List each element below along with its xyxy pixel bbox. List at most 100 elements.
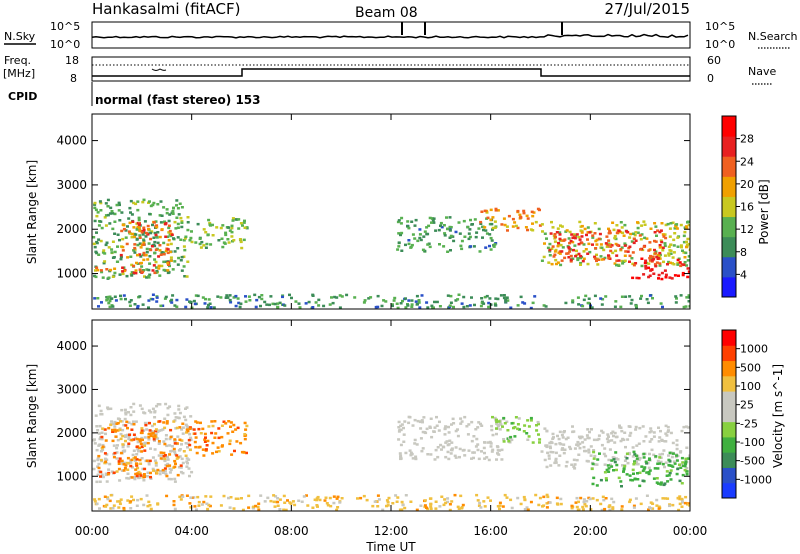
power-cell — [594, 239, 598, 243]
velocity-cell — [397, 426, 401, 429]
velocity-cell — [115, 446, 119, 450]
velocity-cell — [186, 442, 190, 445]
power-cell — [563, 238, 567, 241]
power-cell — [653, 263, 657, 266]
power-cell — [331, 301, 335, 305]
velocity-cell — [663, 482, 667, 485]
power-cell — [184, 235, 188, 238]
velocity-cell — [210, 420, 214, 423]
power-cell — [224, 296, 228, 299]
velocity-cell — [688, 504, 690, 507]
velocity-cell — [115, 457, 119, 460]
power-cell — [100, 270, 104, 274]
velocity-cell — [548, 445, 552, 448]
power-cell — [104, 214, 108, 217]
power-cell — [621, 262, 625, 265]
velocity-cell — [472, 451, 476, 454]
velocity-cell — [578, 436, 582, 440]
velocity-cell — [610, 432, 614, 435]
velocity-cell — [667, 474, 671, 477]
power-cell — [124, 229, 128, 232]
power-cell — [94, 269, 97, 272]
power-cell — [615, 259, 619, 262]
power-cell — [588, 250, 592, 254]
velocity-cell — [604, 454, 608, 458]
velocity-cell — [591, 497, 595, 500]
power-cell — [407, 226, 411, 230]
velocity-cell — [189, 438, 193, 442]
power-cell — [116, 260, 120, 263]
power-cell — [244, 295, 247, 298]
power-cell — [649, 257, 653, 261]
power-cell — [180, 269, 184, 272]
velocity-cell — [506, 429, 510, 432]
velocity-cell — [500, 448, 504, 452]
velocity-cell — [166, 462, 170, 466]
power-cell — [132, 249, 136, 252]
power-cell — [687, 242, 690, 246]
velocity-cell — [632, 506, 636, 509]
power-cell — [493, 220, 497, 223]
power-cell — [162, 251, 166, 254]
velocity-cell — [525, 506, 529, 509]
power-cell — [448, 236, 452, 239]
velocity-cell — [608, 508, 612, 511]
power-cell — [490, 222, 494, 226]
velocity-cell — [607, 435, 610, 438]
velocity-cell — [625, 473, 629, 476]
power-cell — [110, 297, 114, 300]
power-cell — [460, 302, 464, 305]
velocity-cell — [460, 507, 464, 510]
power-cell — [438, 243, 441, 246]
velocity-cell — [163, 467, 167, 470]
power-cell — [548, 254, 552, 257]
velocity-cell — [197, 446, 201, 449]
velocity-cell — [140, 429, 144, 432]
power-cell — [591, 243, 594, 246]
power-cell — [425, 226, 429, 229]
power-cell — [175, 216, 179, 219]
power-cell — [525, 214, 529, 218]
power-cell — [628, 260, 631, 263]
velocity-cell — [499, 423, 503, 426]
power-cell — [155, 269, 159, 273]
power-cell — [180, 206, 184, 209]
velocity-cell — [444, 455, 448, 459]
velocity-cell — [180, 428, 184, 431]
velocity-cell — [173, 459, 177, 463]
velocity-cell — [543, 458, 547, 462]
velocity-cell — [185, 406, 189, 409]
power-cell — [595, 253, 598, 257]
velocity-cell — [315, 498, 319, 502]
velocity-cell — [101, 475, 105, 479]
velocity-cell — [114, 430, 118, 433]
velocity-cell — [188, 432, 192, 436]
velocity-cell — [658, 462, 662, 465]
power-cell — [663, 233, 667, 236]
velocity-cell — [413, 438, 417, 442]
power-cell — [304, 302, 308, 305]
velocity-cell — [336, 506, 340, 509]
power-cell — [428, 216, 432, 220]
power-cell — [435, 300, 439, 304]
power-cell — [209, 224, 212, 227]
velocity-cell — [121, 443, 125, 446]
velocity-cell — [597, 437, 601, 441]
power-colorbar-segment — [722, 216, 736, 238]
power-cell — [667, 260, 671, 264]
power-cell — [178, 202, 182, 205]
power-cell — [391, 304, 394, 308]
velocity-cell — [103, 457, 107, 461]
power-cell — [120, 211, 124, 214]
power-cell — [586, 226, 590, 229]
velocity-cell — [189, 506, 193, 509]
power-cell — [121, 237, 125, 241]
power-cell — [606, 243, 610, 247]
power-cell — [631, 251, 635, 254]
power-cell — [204, 246, 208, 249]
power-cell — [128, 304, 132, 307]
velocity-cell — [662, 449, 666, 452]
velocity-cell — [495, 420, 499, 424]
velocity-cell — [140, 407, 144, 411]
